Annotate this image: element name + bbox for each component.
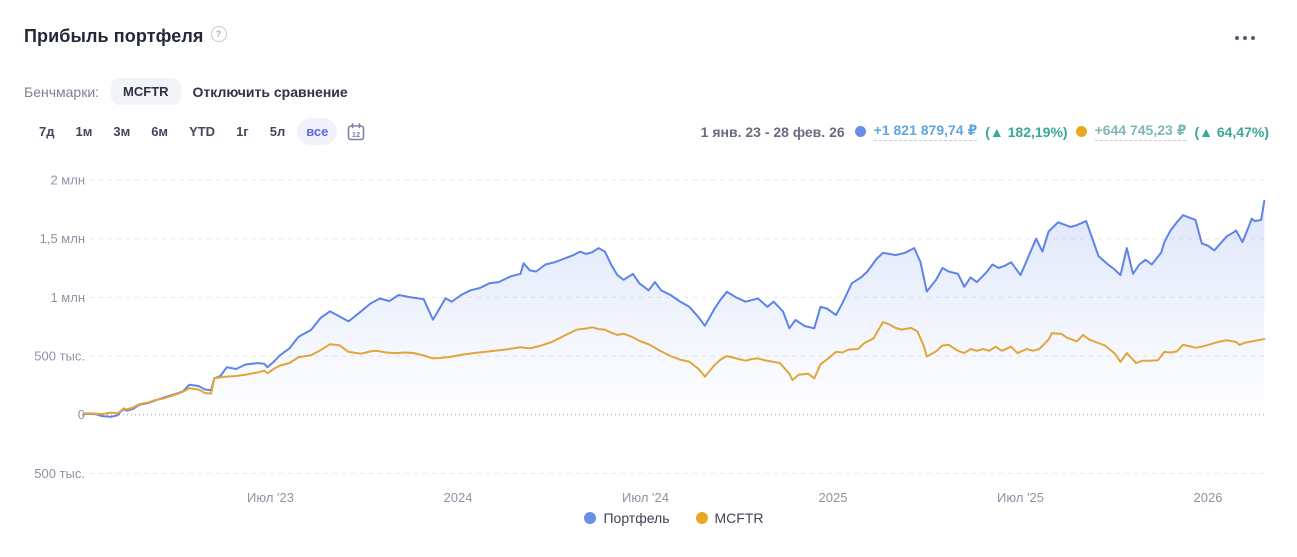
svg-text:2 млн: 2 млн <box>50 173 85 188</box>
svg-text:2024: 2024 <box>444 490 473 505</box>
mcftr-series-dot-icon <box>1075 126 1087 137</box>
svg-text:1,5 млн: 1,5 млн <box>40 231 85 246</box>
benchmarks-row: Бенчмарки: MCFTR Отключить сравнение <box>24 78 348 105</box>
more-menu-button[interactable] <box>1231 32 1259 44</box>
legend-label: Портфель <box>603 510 670 526</box>
help-icon[interactable]: ? <box>210 26 227 42</box>
range-button-7d[interactable]: 7д <box>39 124 55 139</box>
portfolio-change-value[interactable]: +1 821 879,74 ₽ <box>873 122 978 141</box>
range-button-3m[interactable]: 3м <box>113 124 131 139</box>
range-selector: 7д 1м 3м 6м YTD 1г 5л все 12 <box>30 118 366 145</box>
svg-text:500 тыс.: 500 тыс. <box>34 466 85 481</box>
axis-labels: 2 млн 1,5 млн 1 млн 500 тыс. 0 500 тыс. Июл '2… <box>34 173 1222 506</box>
disable-comparison-link[interactable]: Отключить сравнение <box>192 83 348 100</box>
mcftr-change-value[interactable]: +644 745,23 ₽ <box>1094 122 1187 141</box>
range-button-5y[interactable]: 5л <box>269 124 286 139</box>
series-line-mcftr <box>82 321 1266 416</box>
svg-text:Июл '23: Июл '23 <box>247 490 294 505</box>
range-button-ytd[interactable]: YTD <box>189 124 216 139</box>
range-button-1y[interactable]: 1г <box>236 124 249 139</box>
svg-text:Июл '25: Июл '25 <box>997 490 1044 505</box>
summary: 1 янв. 23 - 28 фев. 26 +1 821 879,74 ₽ (▲… <box>701 122 1269 141</box>
benchmarks-label: Бенчмарки: <box>24 83 100 100</box>
calendar-icon: 12 <box>348 122 365 140</box>
svg-text:1 млн: 1 млн <box>50 290 85 305</box>
benchmark-chip-mcftr[interactable]: MCFTR <box>111 78 181 105</box>
portfolio-series-dot-icon <box>854 126 866 137</box>
mcftr-change-percent: (▲ 64,47%) <box>1194 123 1269 140</box>
range-button-all[interactable]: все <box>297 118 338 145</box>
chart-series <box>82 199 1266 418</box>
legend-item-portfolio[interactable]: Портфель <box>584 510 670 526</box>
period-label: 1 янв. 23 - 28 фев. 26 <box>700 123 845 140</box>
svg-text:0: 0 <box>78 407 85 422</box>
portfolio-change-percent: (▲ 182,19%) <box>985 123 1068 140</box>
page-title: Прибыль портфеля <box>24 26 204 46</box>
chart-legend: Портфель MCFTR <box>83 510 1265 526</box>
calendar-button[interactable]: 12 <box>346 122 366 142</box>
portfolio-legend-dot-icon <box>584 512 597 524</box>
mcftr-legend-dot-icon <box>695 512 708 524</box>
legend-label: MCFTR <box>714 510 764 526</box>
legend-item-mcftr[interactable]: MCFTR <box>695 510 764 526</box>
svg-text:12: 12 <box>352 129 360 138</box>
svg-text:Июл '24: Июл '24 <box>622 490 669 505</box>
range-button-6m[interactable]: 6м <box>151 124 169 139</box>
range-button-1m[interactable]: 1м <box>75 124 93 139</box>
series-line-portfolio <box>82 199 1266 418</box>
svg-text:2025: 2025 <box>819 490 848 505</box>
ellipsis-dot-icon <box>1243 36 1247 40</box>
ellipsis-dot-icon <box>1251 36 1255 40</box>
ellipsis-dot-icon <box>1235 36 1239 40</box>
controls-row: 7д 1м 3м 6м YTD 1г 5л все 12 1 янв. 23 - 28 фев.… <box>30 118 1269 145</box>
header: Прибыль портфеля ? <box>24 26 227 47</box>
svg-text:2026: 2026 <box>1194 490 1223 505</box>
svg-text:500 тыс.: 500 тыс. <box>34 349 85 364</box>
